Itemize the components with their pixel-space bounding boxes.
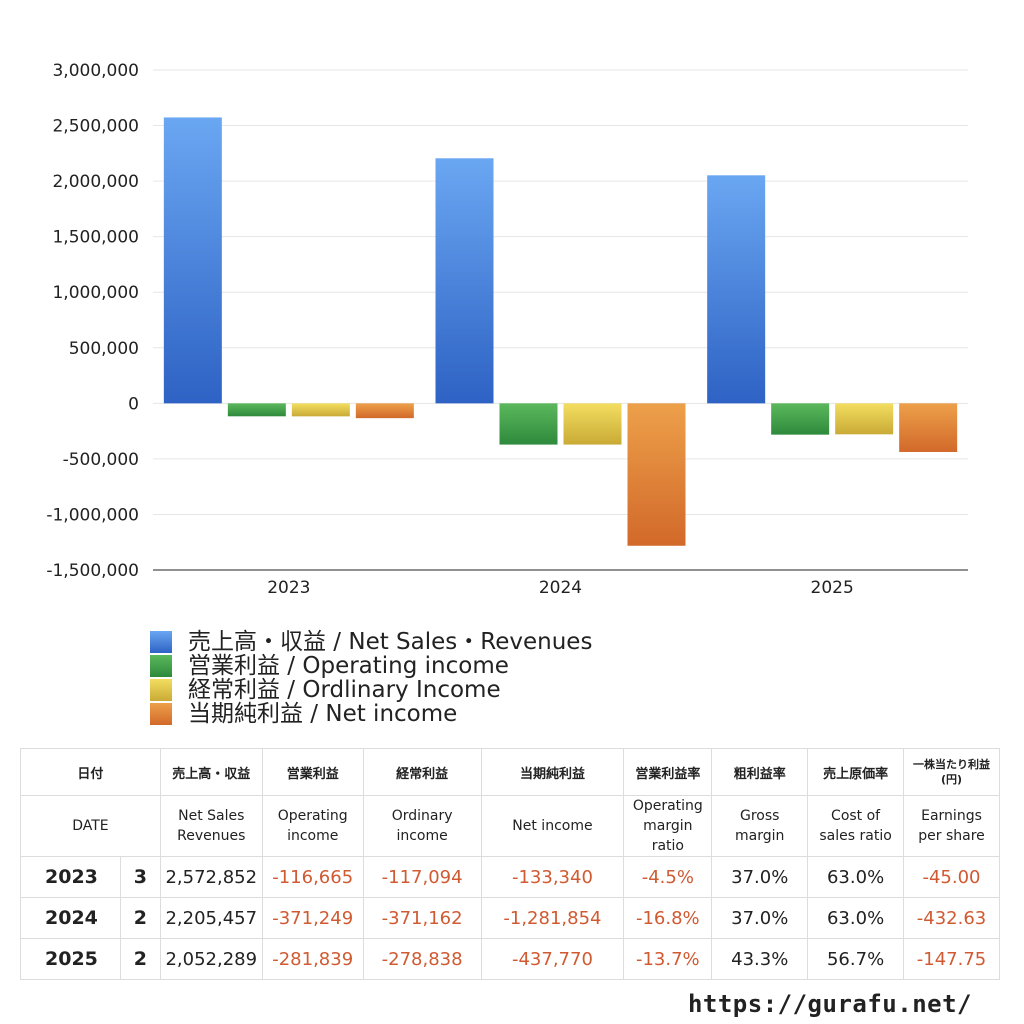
cell-sales: 2,572,852 (159, 856, 263, 898)
table-row: 2023 3 2,572,852 -116,665 -117,094 -133,… (20, 856, 1000, 898)
y-tick-label: -500,000 (63, 450, 139, 470)
y-tick-label: -1,500,000 (46, 561, 139, 581)
cell-cost: 56.7% (807, 938, 905, 980)
header-cost-jp: 売上原価率 (807, 748, 905, 796)
cell-eps: -432.63 (903, 897, 1000, 939)
bar-2025-series-1 (771, 403, 830, 435)
bar-2023-series-0 (163, 117, 222, 404)
table-header-jp: 日付 売上高・収益 営業利益 経常利益 当期純利益 営業利益率 粗利益率 売上原… (20, 748, 1000, 796)
bar-2024-series-0 (435, 158, 494, 404)
table-header-en: DATE Net Sales Revenues Operating income… (20, 795, 1000, 857)
y-tick-label: 2,000,000 (52, 172, 139, 192)
financial-table: 日付 売上高・収益 営業利益 経常利益 当期純利益 営業利益率 粗利益率 売上原… (20, 748, 1000, 980)
cell-ordinary: -278,838 (362, 938, 482, 980)
legend-item-operating-income: 営業利益 / Operating income (150, 654, 592, 678)
bar-chart: 3,000,000 2,500,000 2,000,000 1,500,000 1,00… (46, 61, 968, 598)
cell-op-margin: -16.8% (623, 897, 713, 939)
header-op-margin-en: Operating margin ratio (623, 795, 713, 857)
legend-swatch-operating-income (150, 655, 172, 677)
cell-gross: 43.3% (711, 938, 809, 980)
cell-months: 2 (119, 938, 161, 980)
x-tick-label: 2023 (267, 578, 310, 598)
cell-cost: 63.0% (807, 856, 905, 898)
bar-2024-series-1 (499, 403, 558, 445)
legend-swatch-net-income (150, 703, 172, 725)
x-tick-label: 2024 (539, 578, 582, 598)
site-link[interactable]: https://gurafu.net/ (687, 990, 972, 1018)
y-tick-label: 3,000,000 (52, 61, 139, 81)
bar-2023-series-1 (227, 403, 286, 417)
y-tick-label: -1,000,000 (46, 505, 139, 525)
cell-ordinary: -371,162 (362, 897, 482, 939)
y-tick-label: 1,000,000 (52, 283, 139, 303)
bar-2023-series-3 (355, 403, 414, 419)
cell-eps: -45.00 (903, 856, 1000, 898)
cell-cost: 63.0% (807, 897, 905, 939)
header-op-margin-jp: 営業利益率 (623, 748, 713, 796)
header-gross-jp: 粗利益率 (711, 748, 809, 796)
cell-op-margin: -13.7% (623, 938, 713, 980)
x-tick-label: 2025 (811, 578, 854, 598)
header-sales-en: Net Sales Revenues (159, 795, 263, 857)
cell-ordinary: -117,094 (362, 856, 482, 898)
cell-months: 2 (119, 897, 161, 939)
header-gross-en: Gross margin (711, 795, 809, 857)
y-tick-label: 2,500,000 (52, 117, 139, 137)
cell-operating: -116,665 (261, 856, 364, 898)
cell-net: -1,281,854 (480, 897, 625, 939)
cell-year: 2024 (20, 897, 121, 939)
header-net-jp: 当期純利益 (480, 748, 625, 796)
y-tick-label: 1,500,000 (52, 228, 139, 248)
legend-item-net-sales: 売上高・収益 / Net Sales・Revenues (150, 630, 592, 654)
header-sales-jp: 売上高・収益 (159, 748, 263, 796)
header-date-en: DATE (20, 795, 161, 857)
cell-sales: 2,052,289 (159, 938, 263, 980)
cell-op-margin: -4.5% (623, 856, 713, 898)
bar-2024-series-3 (627, 403, 686, 546)
cell-eps: -147.75 (903, 938, 1000, 980)
legend-label-net-sales: 売上高・収益 / Net Sales・Revenues (188, 629, 593, 655)
cell-year: 2023 (20, 856, 121, 898)
header-date-jp: 日付 (20, 748, 161, 796)
legend-label-operating-income: 営業利益 / Operating income (188, 653, 509, 679)
cell-operating: -281,839 (261, 938, 364, 980)
header-eps-jp: 一株当たり利益 (円) (903, 748, 1000, 796)
legend-swatch-net-sales (150, 631, 172, 653)
header-cost-en: Cost of sales ratio (807, 795, 905, 857)
cell-operating: -371,249 (261, 897, 364, 939)
legend-label-ordinary-income: 経常利益 / Ordlinary Income (188, 677, 501, 703)
legend-item-ordinary-income: 経常利益 / Ordlinary Income (150, 678, 592, 702)
table-row: 2024 2 2,205,457 -371,249 -371,162 -1,28… (20, 897, 1000, 939)
legend-item-net-income: 当期純利益 / Net income (150, 702, 592, 726)
cell-sales: 2,205,457 (159, 897, 263, 939)
header-ordinary-en: Ordinary income (362, 795, 482, 857)
cell-net: -437,770 (480, 938, 625, 980)
bar-2024-series-2 (563, 403, 622, 445)
table-row: 2025 2 2,052,289 -281,839 -278,838 -437,… (20, 938, 1000, 980)
bar-2025-series-0 (707, 175, 766, 404)
y-tick-label: 500,000 (69, 339, 139, 359)
cell-net: -133,340 (480, 856, 625, 898)
cell-months: 3 (119, 856, 161, 898)
header-eps-en: Earnings per share (903, 795, 1000, 857)
bar-2023-series-2 (291, 403, 350, 417)
header-ordinary-jp: 経常利益 (362, 748, 482, 796)
cell-year: 2025 (20, 938, 121, 980)
header-net-en: Net income (480, 795, 625, 857)
bar-2025-series-2 (835, 403, 894, 435)
cell-gross: 37.0% (711, 897, 809, 939)
header-operating-en: Operating income (261, 795, 364, 857)
header-operating-jp: 営業利益 (261, 748, 364, 796)
chart-legend: 売上高・収益 / Net Sales・Revenues 営業利益 / Opera… (150, 630, 592, 726)
legend-swatch-ordinary-income (150, 679, 172, 701)
y-tick-label: 0 (128, 394, 139, 414)
legend-label-net-income: 当期純利益 / Net income (188, 701, 458, 727)
cell-gross: 37.0% (711, 856, 809, 898)
bar-2025-series-3 (899, 403, 958, 452)
